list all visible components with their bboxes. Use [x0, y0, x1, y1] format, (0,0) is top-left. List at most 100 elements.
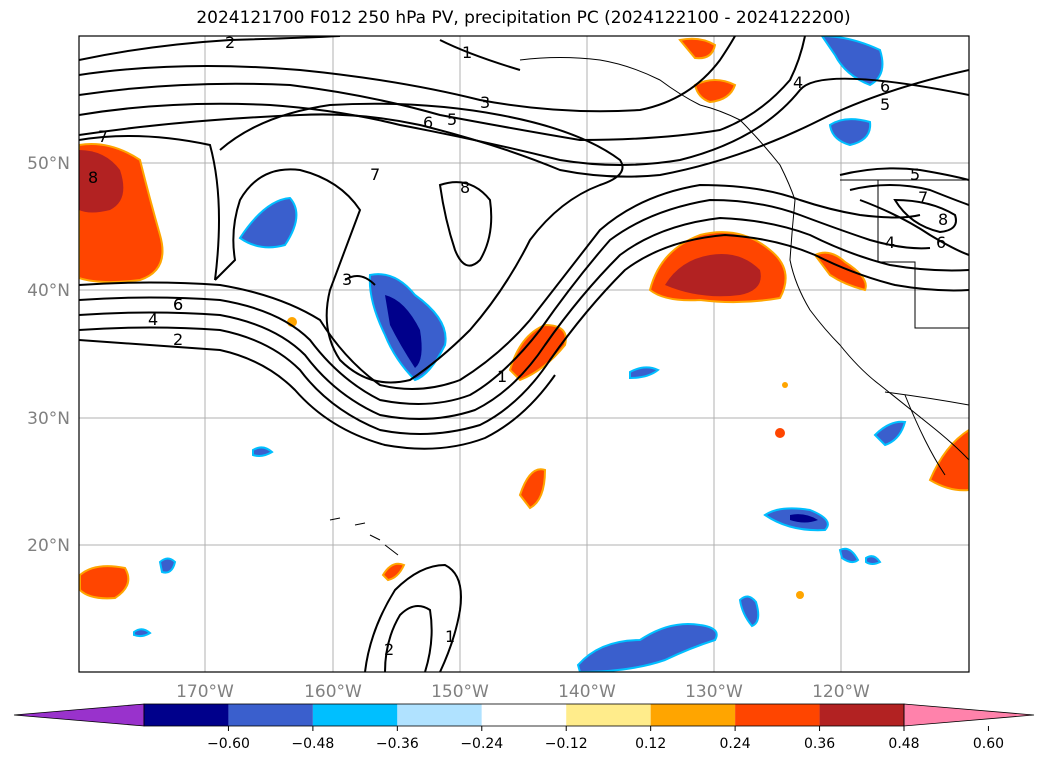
pv-label: 4	[793, 73, 803, 92]
precip-blob-neg-north	[820, 36, 884, 87]
precip-blob-neg-west	[238, 196, 298, 249]
lon-tick-label: 160°W	[304, 682, 362, 702]
pv-contour-7-main	[214, 102, 624, 384]
lat-tick-label: 20°N	[27, 536, 70, 556]
colorbar-segments	[13, 703, 1035, 727]
hawaii-islands	[329, 517, 399, 556]
pv-label: 2	[173, 330, 183, 349]
map-title: 2024121700 F012 250 hPa PV, precipitatio…	[196, 8, 851, 28]
lat-tick-label: 40°N	[27, 281, 70, 301]
colorbar-ticks: −0.60 −0.48 −0.36 −0.24 −0.12 0.12 0.24 0.36 0.4…	[207, 726, 1004, 752]
pv-label: 6	[880, 77, 890, 96]
pv-label: 1	[445, 627, 455, 646]
pv-label: 5	[447, 110, 457, 129]
precip-negative-areas	[133, 36, 907, 672]
precip-blob-mexico	[928, 428, 969, 492]
coastlines	[329, 57, 969, 556]
pv-contour-main-band-5	[79, 339, 556, 450]
pv-label: 1	[497, 367, 507, 386]
precip-blob-neg-gulf	[873, 420, 907, 447]
pv-label: 3	[480, 93, 490, 112]
pv-label: 6	[173, 295, 183, 314]
pv-contour-5-north	[79, 77, 969, 166]
lat-tick-label: 30°N	[27, 409, 70, 429]
pv-contour-east-6	[859, 199, 969, 256]
precip-blob-hawaii-sw	[79, 565, 130, 600]
pv-label: 4	[148, 310, 158, 329]
pv-label: 8	[88, 168, 98, 187]
pv-contour-4-north	[79, 36, 806, 142]
map-frame	[78, 35, 970, 673]
pv-label: 6	[423, 113, 433, 132]
pv-contour-south-2	[384, 605, 433, 672]
pv-label: 6	[173, 295, 183, 314]
pv-contour-east-7	[849, 184, 969, 206]
colorbar-tick-label: −0.48	[291, 736, 334, 752]
colorbar-tick-label: −0.12	[545, 736, 588, 752]
precip-blob-central-core	[665, 254, 761, 297]
precip-blob-north	[678, 37, 717, 60]
colorbar-border	[143, 703, 905, 727]
colorbar-tick-label: 0.60	[973, 736, 1004, 752]
pv-label: 7	[918, 188, 928, 207]
precip-blob-neg-south	[576, 623, 718, 672]
pv-contour-7-west	[79, 135, 220, 281]
pv-contour-south-1	[364, 563, 462, 672]
colorbar-tick-label: 0.24	[720, 736, 751, 752]
colorbar-tick-label: −0.60	[207, 736, 250, 752]
longitude-labels: 170°W 160°W 150°W 140°W 130°W 120°W	[176, 682, 870, 702]
colorbar-tick-label: −0.36	[376, 736, 419, 752]
colorbar-segment	[566, 704, 651, 726]
precip-blob-hawaii	[381, 562, 406, 582]
colorbar-segment	[735, 704, 820, 726]
pv-label: 5	[880, 95, 890, 114]
pv-label: 8	[938, 210, 948, 229]
pv-contour-3-north	[79, 36, 736, 113]
colorbar-tick-label: 0.48	[888, 736, 919, 752]
baja-coast	[904, 394, 946, 476]
pv-contour-main-band-1	[79, 183, 921, 390]
mexico-border	[884, 391, 969, 406]
precip-blob-neg-coast	[828, 118, 872, 147]
colorbar-segment	[228, 704, 313, 726]
pv-contour-main-band-4	[79, 233, 969, 435]
lat-tick-label: 50°N	[27, 154, 70, 174]
pv-label: 6	[936, 233, 946, 252]
precip-blob-subtrop	[518, 468, 547, 510]
state-line	[877, 180, 969, 329]
colorbar-segment	[650, 704, 736, 726]
lon-tick-label: 170°W	[176, 682, 234, 702]
pv-label: 2	[384, 640, 394, 659]
colorbar-extend-high	[903, 703, 1035, 727]
latitude-labels: 50°N 40°N 30°N 20°N	[27, 154, 70, 556]
pv-label: 4	[885, 233, 895, 252]
alaska-coast	[519, 57, 701, 106]
colorbar-tick-label: 0.12	[635, 736, 666, 752]
pv-contours	[79, 36, 969, 672]
pv-contour-east-5	[839, 167, 969, 181]
pv-label: 3	[342, 270, 352, 289]
pv-contour-labels: 2 1 3 6 5 4 6 5 7 6 5 7 8 8 7 8 6 4 6 4 …	[88, 33, 948, 659]
pv-label: 5	[910, 165, 920, 184]
pv-contour-east-8	[893, 198, 957, 234]
colorbar-segment	[312, 704, 398, 726]
pv-label: 1	[462, 43, 472, 62]
lon-tick-label: 140°W	[558, 682, 616, 702]
colorbar-segment	[819, 704, 904, 726]
lon-tick-label: 150°W	[431, 682, 489, 702]
pv-contour-1-north	[439, 39, 521, 71]
graticule	[79, 36, 969, 672]
pv-contour-main-band-2	[79, 198, 931, 405]
pv-contour-2-north	[79, 36, 341, 61]
precip-blob-neg-central-core	[385, 295, 422, 368]
pv-label: 7	[98, 127, 108, 146]
pv-label: 2	[225, 33, 235, 52]
colorbar-segment	[397, 704, 482, 726]
pv-contour-main-band-3	[79, 216, 969, 420]
pv-contour-8-center	[438, 181, 493, 267]
colorbar-extend-low	[13, 703, 145, 727]
colorbar-segment	[481, 704, 567, 726]
pv-label: 7	[370, 165, 380, 184]
north-america-coast	[699, 104, 969, 461]
